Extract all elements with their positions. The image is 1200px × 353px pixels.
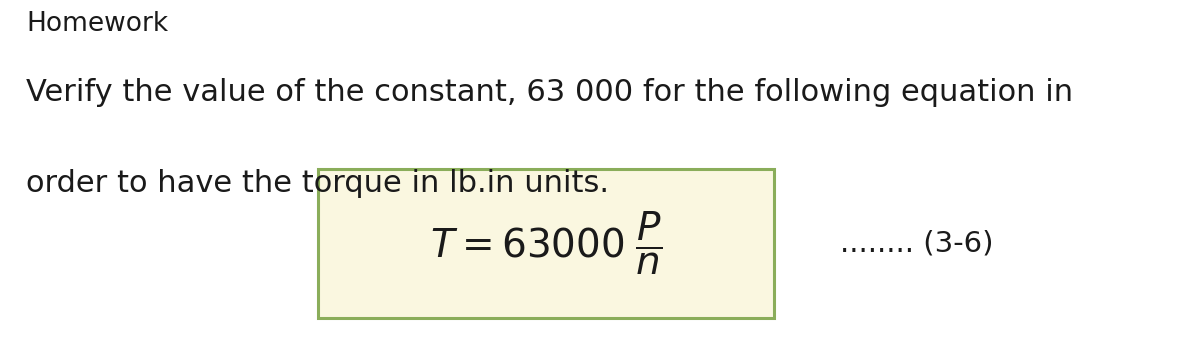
FancyBboxPatch shape — [318, 169, 774, 318]
Text: ........ (3-6): ........ (3-6) — [840, 229, 994, 258]
Text: order to have the torque in lb.in units.: order to have the torque in lb.in units. — [26, 169, 610, 198]
Text: $\mathit{T} = 63000\;\dfrac{\mathit{P}}{\mathit{n}}$: $\mathit{T} = 63000\;\dfrac{\mathit{P}}{… — [430, 210, 662, 277]
Text: Verify the value of the constant, 63 000 for the following equation in: Verify the value of the constant, 63 000… — [26, 78, 1074, 107]
Text: Homework: Homework — [26, 11, 168, 37]
